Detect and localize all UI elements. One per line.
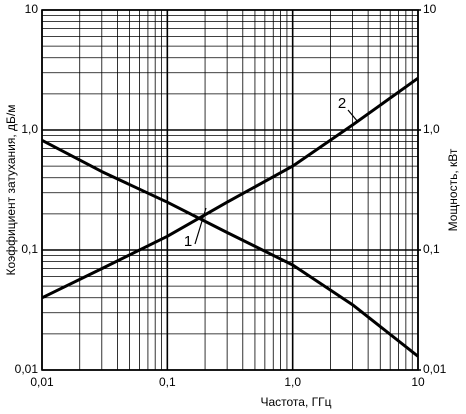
plot-frame bbox=[41, 9, 419, 371]
x-tick-label: 1,0 bbox=[284, 375, 301, 389]
y2-tick-label: 10 bbox=[423, 2, 437, 16]
x-tick-label: 0,01 bbox=[30, 375, 54, 389]
y-tick-label: 0,1 bbox=[21, 242, 38, 256]
curve bbox=[41, 76, 419, 300]
y2-axis-title: Мощность, кВт bbox=[446, 148, 460, 231]
x-tick-label: 10 bbox=[411, 375, 425, 389]
y-tick-label: 0,01 bbox=[15, 362, 39, 376]
curve bbox=[41, 138, 419, 358]
y-tick-label: 10 bbox=[25, 2, 39, 16]
y2-tick-label: 0,01 bbox=[423, 362, 447, 376]
x-axis-title: Частота, ГГц bbox=[260, 395, 331, 409]
y2-tick-label: 0,1 bbox=[423, 242, 440, 256]
leader-line bbox=[347, 109, 359, 123]
y-tick-label: 1,0 bbox=[21, 122, 38, 136]
leader-line bbox=[194, 207, 207, 245]
y-axis-title: Коэффициент затухания, дБ/м bbox=[4, 105, 18, 276]
curve-label: 1 bbox=[184, 233, 192, 250]
x-tick-label: 0,1 bbox=[159, 375, 176, 389]
y2-tick-label: 1,0 bbox=[423, 122, 440, 136]
curve-label: 2 bbox=[338, 95, 346, 112]
